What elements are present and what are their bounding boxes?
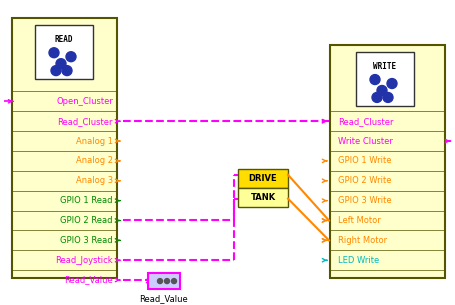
Text: Read_Value: Read_Value bbox=[64, 276, 113, 285]
Text: Analog 2: Analog 2 bbox=[76, 156, 113, 165]
Bar bbox=[12, 18, 117, 278]
Text: Read_Cluster: Read_Cluster bbox=[57, 117, 113, 126]
Text: Read_Joystick: Read_Joystick bbox=[56, 256, 113, 265]
Text: Open_Cluster: Open_Cluster bbox=[56, 97, 113, 106]
Text: WRITE: WRITE bbox=[374, 62, 397, 70]
Text: Write Cluster: Write Cluster bbox=[338, 137, 393, 145]
Bar bbox=[356, 52, 414, 106]
Text: Left Motor: Left Motor bbox=[338, 216, 381, 225]
Circle shape bbox=[165, 278, 170, 284]
Text: TANK: TANK bbox=[250, 193, 276, 202]
Text: Read_Value: Read_Value bbox=[140, 294, 188, 303]
Text: LED Write: LED Write bbox=[338, 256, 379, 265]
Text: READ: READ bbox=[55, 35, 73, 44]
Circle shape bbox=[66, 52, 76, 62]
Bar bbox=[148, 273, 180, 289]
Text: DRIVE: DRIVE bbox=[249, 174, 277, 183]
Circle shape bbox=[387, 79, 397, 88]
Text: GPIO 3 Write: GPIO 3 Write bbox=[338, 196, 392, 205]
Bar bbox=[330, 45, 445, 278]
Circle shape bbox=[372, 92, 382, 102]
Text: Analog 1: Analog 1 bbox=[76, 137, 113, 145]
Circle shape bbox=[49, 48, 59, 58]
Circle shape bbox=[62, 66, 72, 76]
Bar bbox=[238, 188, 288, 206]
Circle shape bbox=[383, 92, 393, 102]
Circle shape bbox=[377, 85, 387, 95]
Text: Right Motor: Right Motor bbox=[338, 236, 387, 245]
Text: GPIO 2 Write: GPIO 2 Write bbox=[338, 176, 391, 185]
Text: GPIO 3 Read: GPIO 3 Read bbox=[61, 236, 113, 245]
Text: GPIO 1 Read: GPIO 1 Read bbox=[61, 196, 113, 205]
Circle shape bbox=[56, 59, 66, 69]
Text: Analog 3: Analog 3 bbox=[76, 176, 113, 185]
Bar bbox=[238, 169, 288, 188]
Circle shape bbox=[51, 66, 61, 76]
Text: GPIO 1 Write: GPIO 1 Write bbox=[338, 156, 391, 165]
Bar bbox=[35, 25, 93, 80]
Circle shape bbox=[172, 278, 177, 284]
Circle shape bbox=[370, 75, 380, 84]
Text: Read_Cluster: Read_Cluster bbox=[338, 117, 394, 126]
Text: GPIO 2 Read: GPIO 2 Read bbox=[61, 216, 113, 225]
Circle shape bbox=[157, 278, 162, 284]
